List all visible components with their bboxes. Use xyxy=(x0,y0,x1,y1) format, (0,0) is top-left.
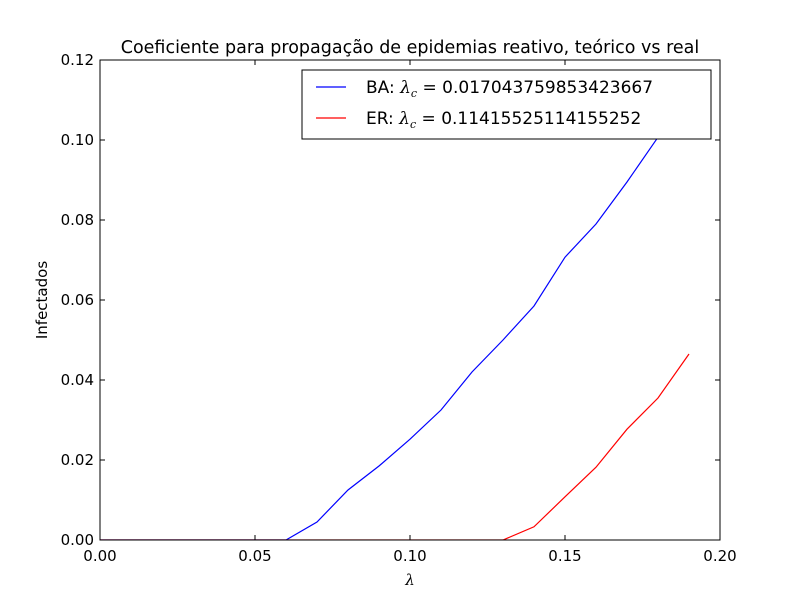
series-line-er xyxy=(100,353,690,540)
x-tick-label: 0.00 xyxy=(83,547,116,565)
x-tick-label: 0.10 xyxy=(393,547,426,565)
legend: BA: λc = 0.017043759853423667 ER: λc = 0… xyxy=(301,69,712,140)
y-tick-label: 0.08 xyxy=(61,211,94,229)
y-tick-label: 0.10 xyxy=(61,131,94,149)
x-tick-label: 0.05 xyxy=(238,547,271,565)
x-axis: 0.00 0.05 0.10 0.15 0.20 xyxy=(83,60,737,565)
legend-series-name-er: ER xyxy=(366,109,389,129)
y-tick-label: 0.04 xyxy=(61,371,94,389)
series-layer xyxy=(100,97,690,540)
y-axis: 0.00 0.02 0.04 0.06 0.08 0.10 0.12 xyxy=(61,51,720,549)
series-line-ba xyxy=(100,97,690,540)
y-tick-label: 0.06 xyxy=(61,291,94,309)
x-axis-label: λ xyxy=(404,571,415,589)
x-tick-label: 0.20 xyxy=(703,547,736,565)
legend-lambda-c-er: 0.11415525114155252 xyxy=(441,109,641,129)
x-tick-label: 0.15 xyxy=(548,547,581,565)
y-axis-label: Infectados xyxy=(33,261,51,339)
y-tick-label: 0.00 xyxy=(61,531,94,549)
legend-lambda-c-ba: 0.017043759853423667 xyxy=(442,78,653,98)
legend-entry-ba: BA: λc = 0.017043759853423667 xyxy=(366,78,653,100)
chart-title: Coeficiente para propagação de epidemias… xyxy=(121,38,700,58)
legend-entry-er: ER: λc = 0.11415525114155252 xyxy=(366,109,641,131)
legend-box xyxy=(301,69,712,140)
y-tick-label: 0.12 xyxy=(61,51,94,69)
y-tick-label: 0.02 xyxy=(61,451,94,469)
legend-series-name-ba: BA xyxy=(366,78,390,98)
